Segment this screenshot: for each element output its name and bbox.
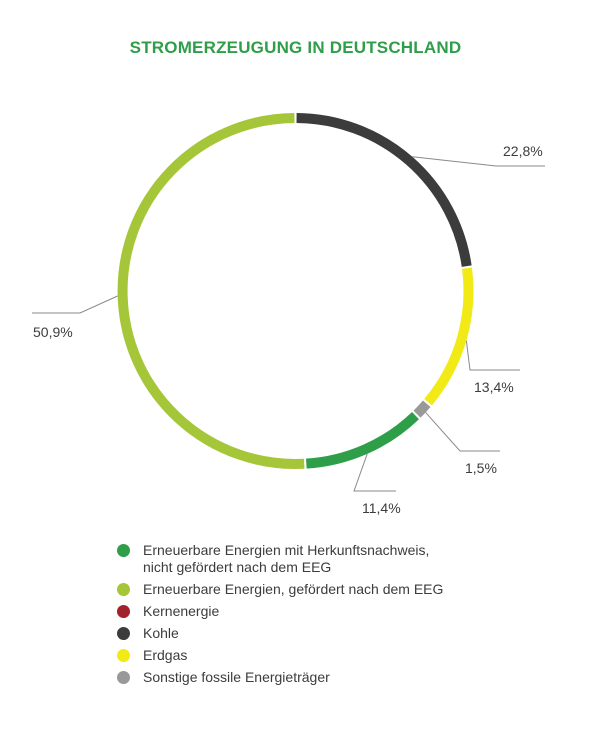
leader-line-sonstige-fossile-energietraeger (425, 412, 500, 452)
leader-line-erdgas (465, 340, 520, 371)
data-label-kohle: 22,8% (503, 143, 543, 159)
legend-item-erneuerbare-energien-gefoerdert-nach-dem-eeg: Erneuerbare Energien, gefördert nach dem… (117, 581, 443, 598)
legend-item-kernenergie: Kernenergie (117, 603, 443, 620)
data-label-erdgas: 13,4% (474, 379, 514, 395)
legend-label: Erneuerbare Energien mit Herkunftsnachwe… (143, 542, 430, 575)
legend-swatch-icon (117, 605, 130, 618)
leader-line-erneuerbare-energien-gefoerdert-nach-dem-eeg (32, 295, 118, 314)
leader-line-kohle (412, 156, 545, 167)
legend-swatch-icon (117, 671, 130, 684)
legend-item-kohle: Kohle (117, 625, 443, 642)
donut-slice-kohle (296, 113, 472, 267)
data-label-sonstige-fossile-energietraeger: 1,5% (465, 460, 497, 476)
data-label-erneuerbare-energien-gefoerdert-nach-dem-eeg: 50,9% (33, 324, 73, 340)
legend-swatch-icon (117, 649, 130, 662)
legend: Erneuerbare Energien mit Herkunftsnachwe… (117, 542, 443, 691)
legend-swatch-icon (117, 544, 130, 557)
legend-label: Kohle (143, 625, 179, 641)
legend-item-sonstige-fossile-energietraeger: Sonstige fossile Energieträger (117, 669, 443, 686)
leader-line-erneuerbare-energien-mit-herkunftsnachweis-nicht-gefoerdert-nach-dem-eeg (353, 453, 396, 492)
legend-label: Erneuerbare Energien, gefördert nach dem… (143, 581, 444, 597)
chart-title: STROMERZEUGUNG IN DEUTSCHLAND (129, 38, 462, 57)
legend-label: Sonstige fossile Energieträger (143, 669, 330, 685)
donut-slice-erneuerbare-energien-mit-herkunftsnachweis-nicht-gefoerdert-nach-dem-eeg (305, 411, 419, 469)
data-label-erneuerbare-energien-mit-herkunftsnachweis-nicht-gefoerdert-nach-dem-eeg: 11,4% (362, 500, 401, 516)
legend-label: Erdgas (143, 647, 188, 663)
donut-slice-sonstige-fossile-energietraeger (413, 400, 431, 418)
donut-slice-erneuerbare-energien-gefoerdert-nach-dem-eeg (117, 113, 305, 469)
donut-slice-erdgas (424, 267, 474, 406)
legend-item-erneuerbare-energien-mit-herkunftsnachweis: Erneuerbare Energien mit Herkunftsnachwe… (117, 542, 443, 576)
legend-label: Kernenergie (143, 603, 220, 619)
legend-item-erdgas: Erdgas (117, 647, 443, 664)
legend-swatch-icon (117, 583, 130, 596)
legend-swatch-icon (117, 627, 130, 640)
